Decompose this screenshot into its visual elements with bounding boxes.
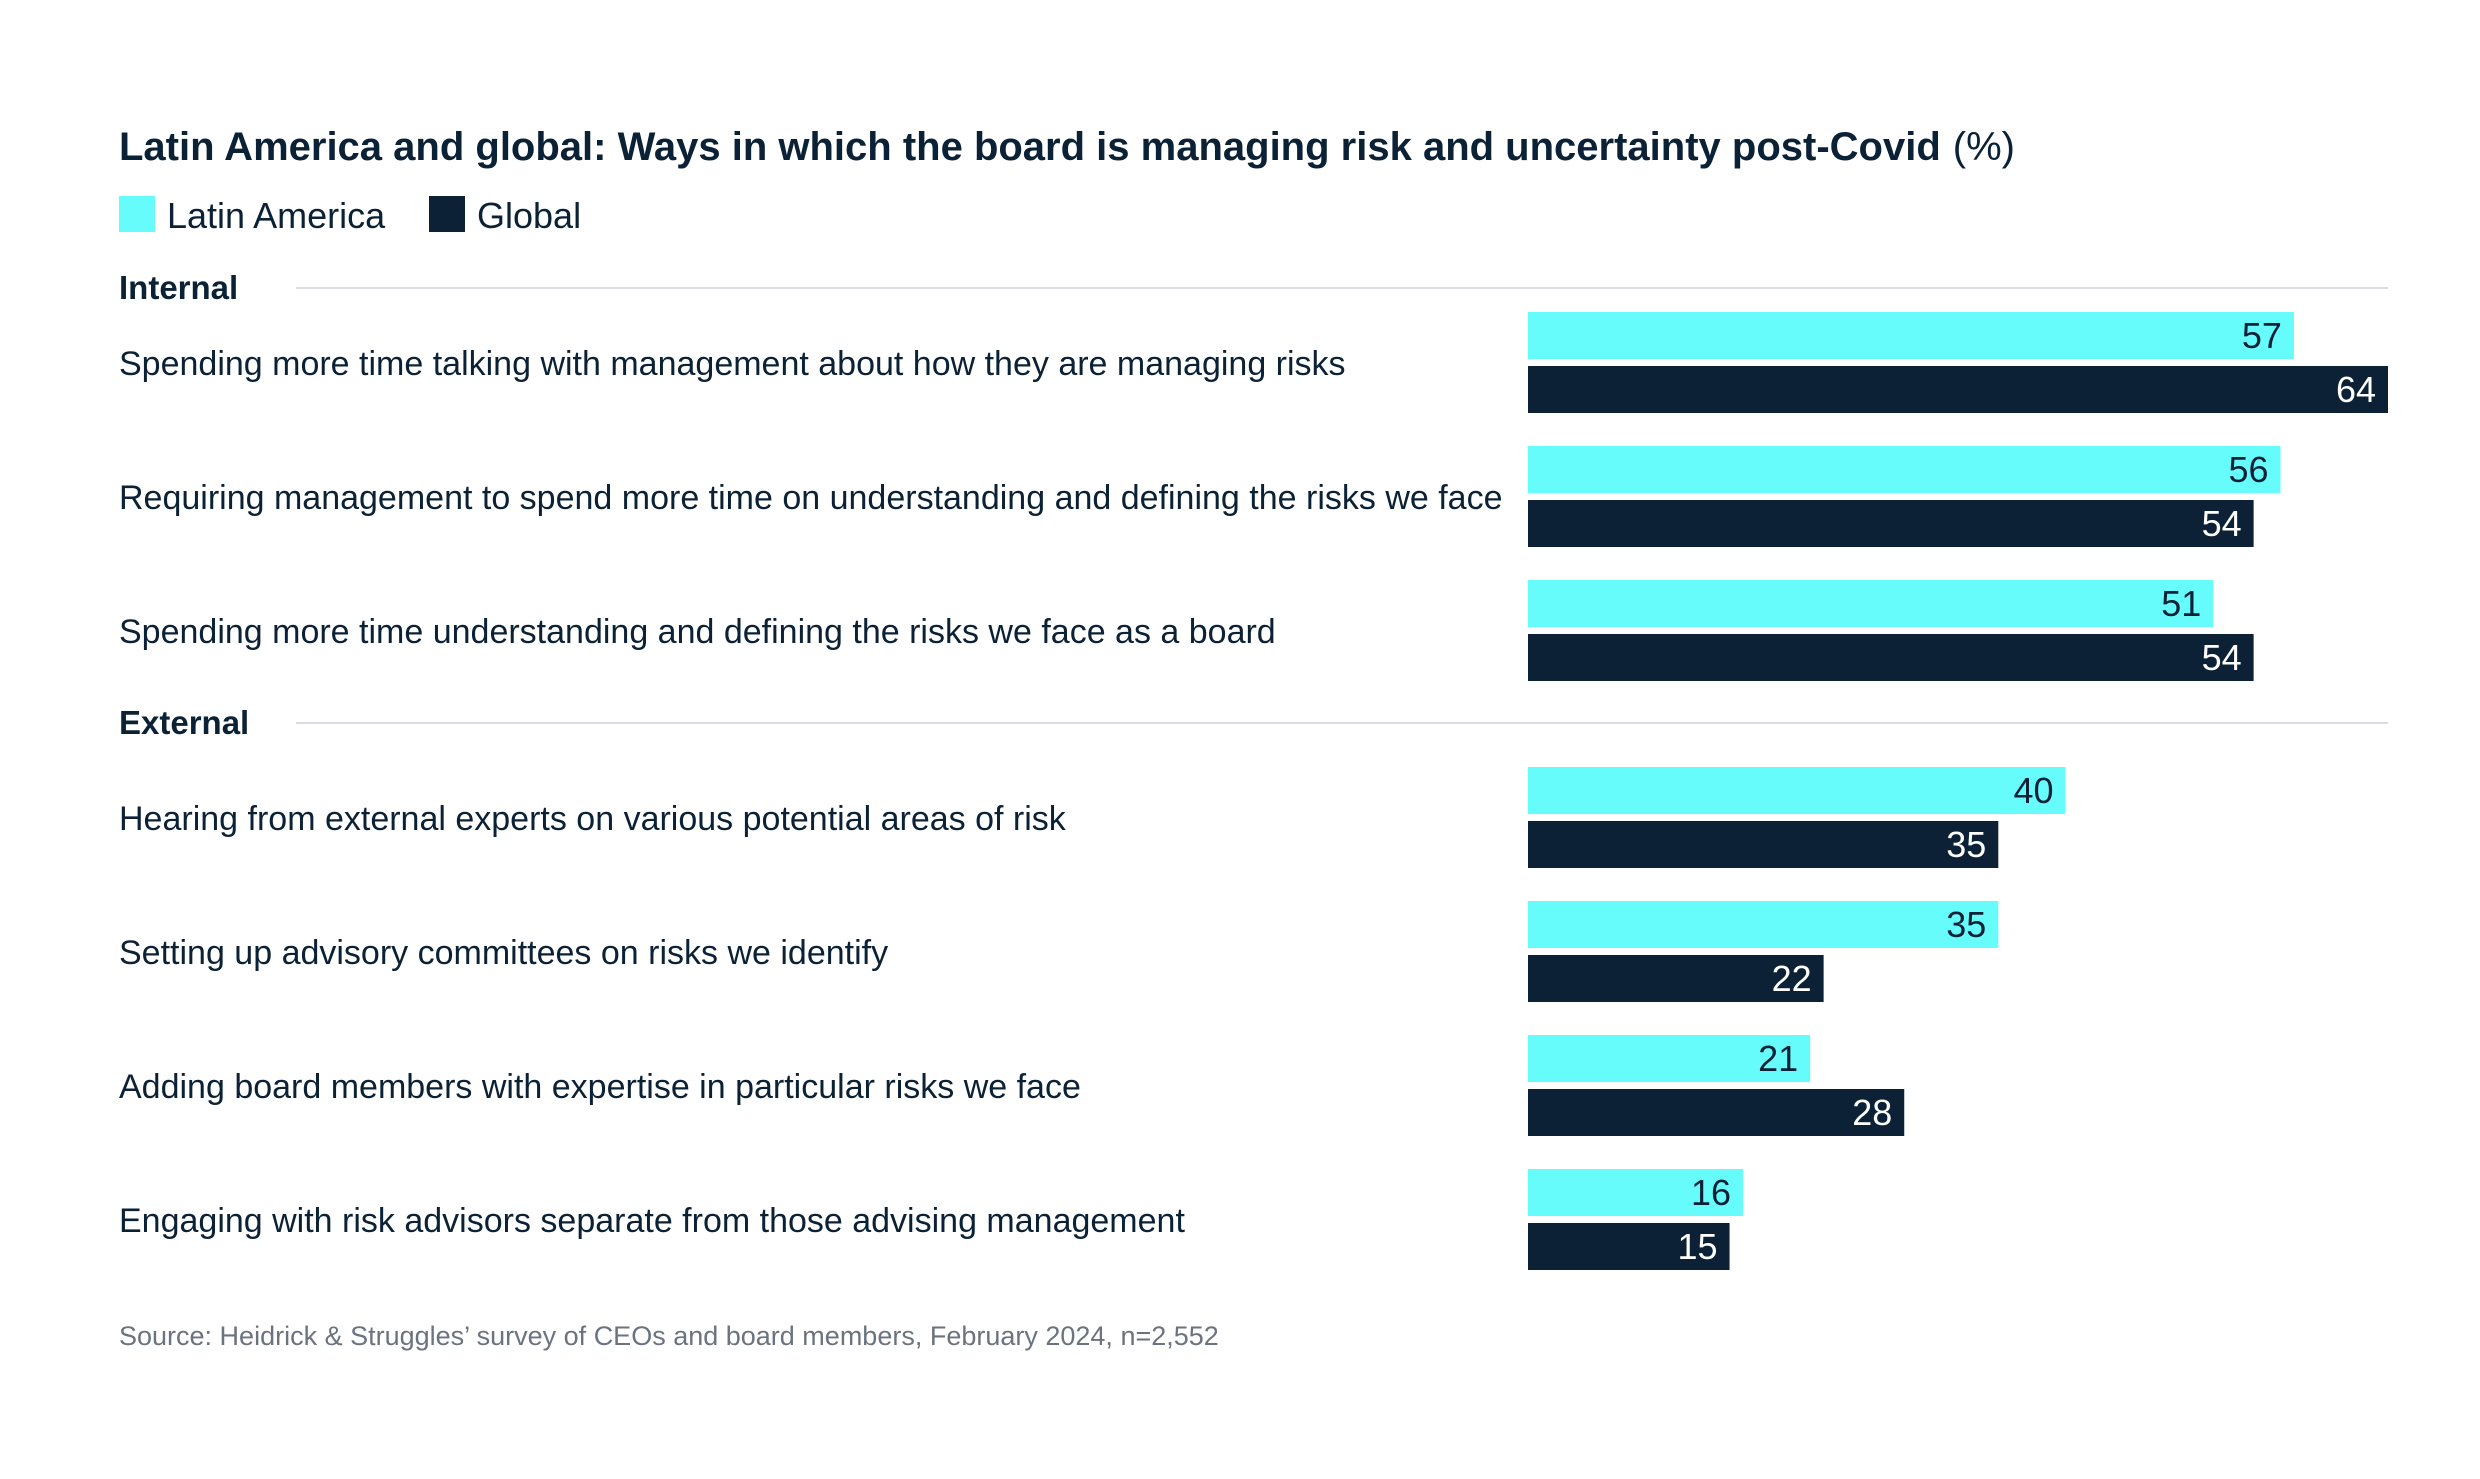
chart-title-unit: (%) <box>1953 125 2015 169</box>
category-label: Setting up advisory committees on risks … <box>119 934 888 972</box>
legend-label-latin-america: Latin America <box>167 195 386 236</box>
bar-global <box>1528 500 2254 547</box>
source-note: Source: Heidrick & Struggles’ survey of … <box>119 1321 1219 1351</box>
legend: Latin America Global <box>119 195 581 236</box>
data-label-global: 54 <box>2202 503 2242 544</box>
category-label: Requiring management to spend more time … <box>119 479 1503 517</box>
data-label-latin-america: 51 <box>2161 583 2201 624</box>
data-label-latin-america: 57 <box>2242 315 2282 356</box>
group-header-external: External <box>119 704 249 741</box>
bar-latin-america <box>1528 446 2281 493</box>
data-label-latin-america: 16 <box>1691 1172 1731 1213</box>
data-label-global: 54 <box>2202 637 2242 678</box>
data-label-global: 35 <box>1946 824 1986 865</box>
legend-swatch-global <box>429 196 465 232</box>
legend-label-global: Global <box>477 195 581 236</box>
bar-global <box>1528 821 1999 868</box>
chart-title: Latin America and global: Ways in which … <box>119 125 2015 169</box>
bar-global <box>1528 634 2254 681</box>
group-header-internal: Internal <box>119 269 238 306</box>
data-label-latin-america: 40 <box>2013 770 2053 811</box>
data-label-global: 22 <box>1772 958 1812 999</box>
bar-latin-america <box>1528 580 2214 627</box>
data-label-global: 15 <box>1678 1226 1718 1267</box>
bar-global <box>1528 1223 1730 1270</box>
category-label: Spending more time talking with manageme… <box>119 345 1346 383</box>
data-label-latin-america: 35 <box>1946 904 1986 945</box>
bar-latin-america <box>1528 312 2294 359</box>
bar-latin-america <box>1528 1035 1811 1082</box>
bar-global <box>1528 1089 1905 1136</box>
bar-global <box>1528 955 1824 1002</box>
category-label: Engaging with risk advisors separate fro… <box>119 1202 1185 1240</box>
category-label: Adding board members with expertise in p… <box>119 1068 1081 1106</box>
bar-latin-america <box>1528 901 1999 948</box>
data-label-latin-america: 56 <box>2228 449 2268 490</box>
bar-latin-america <box>1528 767 2066 814</box>
bar-global <box>1528 366 2388 413</box>
category-label: Spending more time understanding and def… <box>119 613 1276 651</box>
data-label-global: 28 <box>1852 1092 1892 1133</box>
chart-title-main: Latin America and global: Ways in which … <box>119 125 1941 169</box>
category-label: Hearing from external experts on various… <box>119 800 1067 838</box>
bar-groups: Internal Spending more time talking with … <box>119 269 2388 1270</box>
legend-swatch-latin-america <box>119 196 155 232</box>
data-label-latin-america: 21 <box>1758 1038 1798 1079</box>
data-label-global: 64 <box>2336 369 2376 410</box>
bar-latin-america <box>1528 1169 1743 1216</box>
